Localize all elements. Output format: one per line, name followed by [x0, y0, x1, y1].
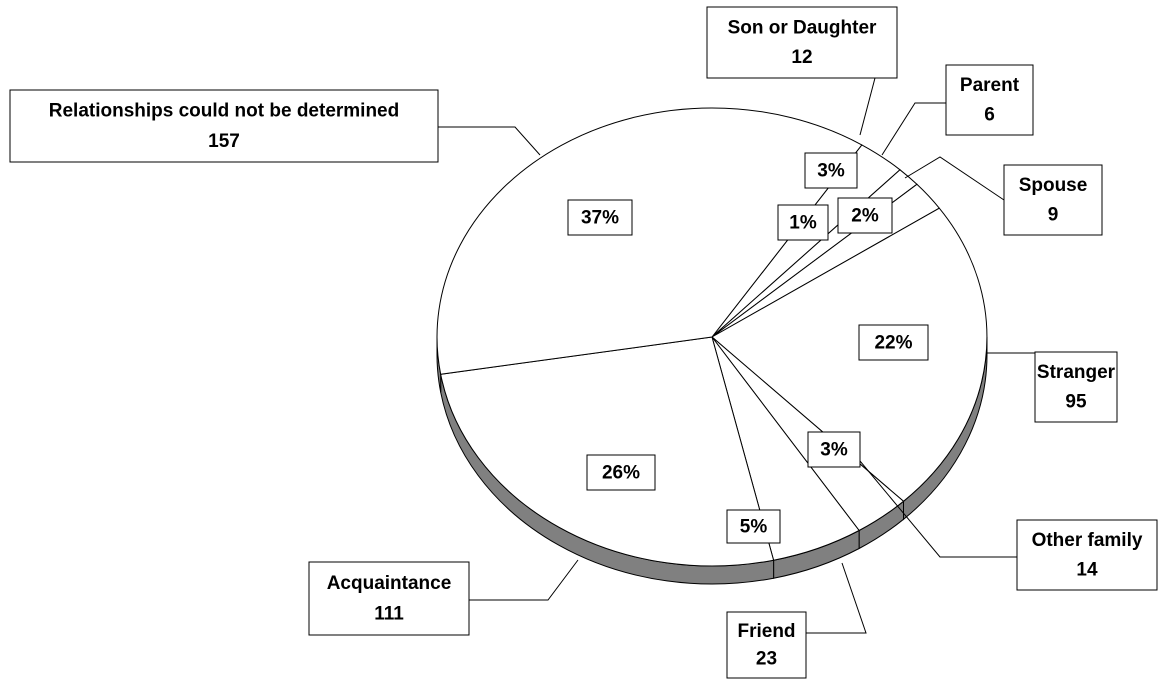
- callout-box: [1016, 519, 1158, 591]
- value-label: 95: [1065, 391, 1087, 412]
- leader-line: [806, 562, 867, 634]
- category-label: Other family: [1032, 530, 1143, 551]
- percent-label: 2%: [851, 206, 879, 227]
- percent-box: [726, 509, 781, 544]
- category-label: Friend: [737, 621, 795, 642]
- callout-box: [945, 64, 1034, 136]
- percent-box: [858, 324, 929, 361]
- callout-box: [308, 561, 470, 636]
- leader-line: [904, 156, 1005, 201]
- callout-box: [1034, 351, 1118, 423]
- percent-box: [804, 152, 858, 189]
- pie-slice: [440, 336, 775, 567]
- percent-label: 22%: [874, 333, 912, 354]
- value-label: 14: [1076, 559, 1098, 580]
- callout-box: [1003, 164, 1103, 236]
- callout-box: [9, 89, 439, 163]
- value-label: 157: [208, 131, 240, 152]
- category-label: Parent: [960, 75, 1020, 96]
- percent-box: [837, 197, 893, 234]
- leader-line: [854, 454, 1017, 558]
- leader-line: [881, 102, 946, 156]
- category-label: Son or Daughter: [728, 17, 877, 38]
- category-label: Spouse: [1019, 175, 1088, 196]
- percent-label: 37%: [581, 208, 619, 229]
- percent-box: [586, 454, 656, 491]
- leader-line: [469, 559, 579, 601]
- percent-box: [807, 431, 861, 468]
- percent-label: 5%: [740, 517, 768, 538]
- percent-box: [777, 204, 829, 241]
- category-label: Acquaintance: [327, 573, 452, 594]
- percent-label: 3%: [817, 161, 845, 182]
- callout-box: [726, 611, 807, 679]
- pie-slice: [436, 107, 863, 375]
- value-label: 6: [984, 104, 995, 125]
- value-label: 9: [1048, 204, 1059, 225]
- callout-box: [706, 6, 898, 79]
- category-label: Stranger: [1037, 362, 1116, 383]
- leader-line: [859, 77, 876, 136]
- category-label: Relationships could not be determined: [49, 101, 399, 122]
- pie-slice: [711, 207, 988, 502]
- percent-label: 1%: [789, 213, 817, 234]
- value-label: 111: [374, 604, 404, 625]
- value-label: 23: [756, 649, 777, 670]
- value-label: 12: [791, 47, 812, 68]
- percent-label: 26%: [602, 463, 640, 484]
- percent-box: [567, 199, 633, 236]
- leader-line: [438, 126, 541, 156]
- percent-label: 3%: [820, 440, 848, 461]
